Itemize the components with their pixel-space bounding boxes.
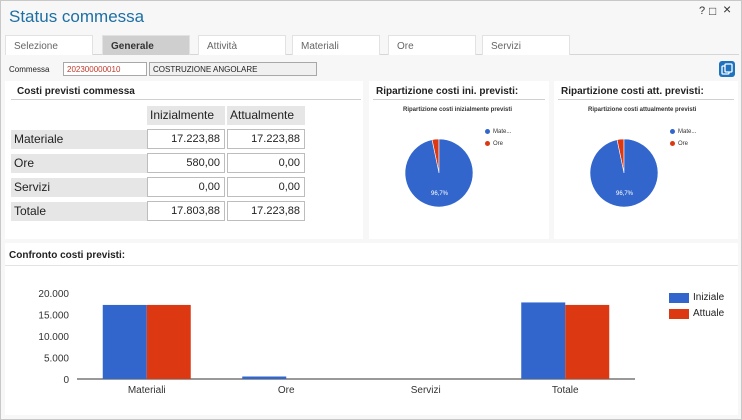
servizi-initial-value: 0,00 bbox=[147, 177, 225, 197]
tab-selezione[interactable]: Selezione bbox=[5, 35, 93, 55]
maximize-icon[interactable]: □ bbox=[709, 4, 717, 18]
legend-swatch-iniziale bbox=[669, 293, 689, 303]
pie-current-legend-label-ore: Ore bbox=[678, 141, 689, 148]
row-label-ore: Ore bbox=[11, 154, 147, 173]
pie-initial-chart-title: Ripartizione costi inizialmente previsti bbox=[403, 107, 513, 113]
commessa-label: Commessa bbox=[9, 65, 50, 74]
bar-iniziale-materiali bbox=[102, 304, 147, 379]
tab-materiali[interactable]: Materiali bbox=[292, 35, 380, 55]
materiale-initial-value: 17.223,88 bbox=[147, 129, 225, 149]
costs-panel: Costi previsti commessa Inizialmente Att… bbox=[5, 81, 363, 239]
window-title: Status commessa bbox=[9, 7, 145, 26]
pie-initial-panel-title: Ripartizione costi ini. previsti: bbox=[376, 86, 519, 97]
x-tick-label-ore: Ore bbox=[278, 385, 295, 396]
x-tick-label-materiali: Materiali bbox=[128, 385, 166, 396]
tab-ore[interactable]: Ore bbox=[388, 35, 476, 55]
row-label-servizi: Servizi bbox=[11, 178, 147, 197]
pie-initial-panel: Ripartizione costi ini. previsti: Ripart… bbox=[369, 81, 549, 239]
pie-initial-chart: 96,7% bbox=[404, 138, 474, 208]
pie-initial-pct-label: 96,7% bbox=[431, 191, 449, 197]
row-label-materiale: Materiale bbox=[11, 130, 147, 149]
y-tick-label: 20.000 bbox=[38, 289, 69, 300]
x-tick-label-totale: Totale bbox=[552, 385, 579, 396]
col-current-header: Attualmente bbox=[227, 106, 305, 125]
help-icon[interactable]: ? bbox=[699, 5, 706, 17]
compare-panel-title: Confronto costi previsti: bbox=[9, 250, 126, 261]
servizi-current-value: 0,00 bbox=[227, 177, 305, 197]
pie-slice-materiale bbox=[589, 138, 659, 208]
ore-initial-value: 580,00 bbox=[147, 153, 225, 173]
y-tick-label: 15.000 bbox=[38, 311, 69, 322]
y-tick-label: 0 bbox=[63, 375, 69, 386]
materiale-current-value: 17.223,88 bbox=[227, 129, 305, 149]
commessa-code-field[interactable]: 202300000010 bbox=[63, 62, 147, 76]
pie-current-legend-item-ore: Ore bbox=[670, 141, 688, 147]
pie-initial-legend-label-ore: Ore bbox=[493, 141, 504, 148]
totale-current-value: 17.223,88 bbox=[227, 201, 305, 221]
x-tick-label-servizi: Servizi bbox=[411, 385, 441, 396]
pie-slice-materiale bbox=[404, 138, 474, 208]
pie-current-panel: Ripartizione costi att. previsti: Ripart… bbox=[554, 81, 738, 239]
pie-current-chart: 96,7% bbox=[589, 138, 659, 208]
legend-swatch-attuale bbox=[669, 309, 689, 319]
legend-label-iniziale: Iniziale bbox=[693, 292, 725, 303]
pie-initial-legend-item-materiale: Mate... bbox=[485, 129, 511, 135]
pie-current-legend-label-materiale: Mate... bbox=[678, 129, 697, 136]
legend-label-attuale: Attuale bbox=[693, 308, 725, 319]
totale-initial-value: 17.803,88 bbox=[147, 201, 225, 221]
pie-initial-legend-label-materiale: Mate... bbox=[493, 129, 512, 136]
ore-current-value: 0,00 bbox=[227, 153, 305, 173]
tab-servizi[interactable]: Servizi bbox=[482, 35, 570, 55]
pie-current-panel-title: Ripartizione costi att. previsti: bbox=[561, 86, 704, 97]
tab-attivita[interactable]: Attività bbox=[198, 35, 286, 55]
row-label-totale: Totale bbox=[11, 202, 147, 221]
tab-bar: Selezione Generale Attività Materiali Or… bbox=[5, 35, 739, 55]
y-tick-label: 5.000 bbox=[44, 354, 69, 365]
costs-panel-title: Costi previsti commessa bbox=[17, 86, 135, 97]
pie-current-pct-label: 96,7% bbox=[616, 191, 634, 197]
bar-iniziale-ore bbox=[242, 376, 287, 379]
bar-attuale-totale bbox=[565, 304, 610, 379]
commessa-description-field: COSTRUZIONE ANGOLARE bbox=[149, 62, 317, 76]
close-icon[interactable]: × bbox=[723, 1, 732, 17]
y-tick-label: 10.000 bbox=[38, 332, 69, 343]
compare-bar-chart: 0 5.000 10.000 15.000 20.000 Materiali Ore Serv… bbox=[38, 289, 635, 396]
pie-current-chart-title: Ripartizione costi attualmente previsti bbox=[588, 107, 697, 113]
pie-current-legend-item-materiale: Mate... bbox=[670, 129, 696, 135]
tab-generale[interactable]: Generale bbox=[102, 35, 190, 55]
pie-initial-legend-item-ore: Ore bbox=[485, 141, 503, 147]
col-initial-header: Inizialmente bbox=[147, 106, 225, 125]
copy-icon[interactable] bbox=[719, 61, 735, 77]
compare-panel: Confronto costi previsti: 0 5.000 10.000 15… bbox=[5, 243, 738, 415]
bar-iniziale-totale bbox=[521, 302, 566, 379]
bar-attuale-materiali bbox=[146, 304, 191, 379]
